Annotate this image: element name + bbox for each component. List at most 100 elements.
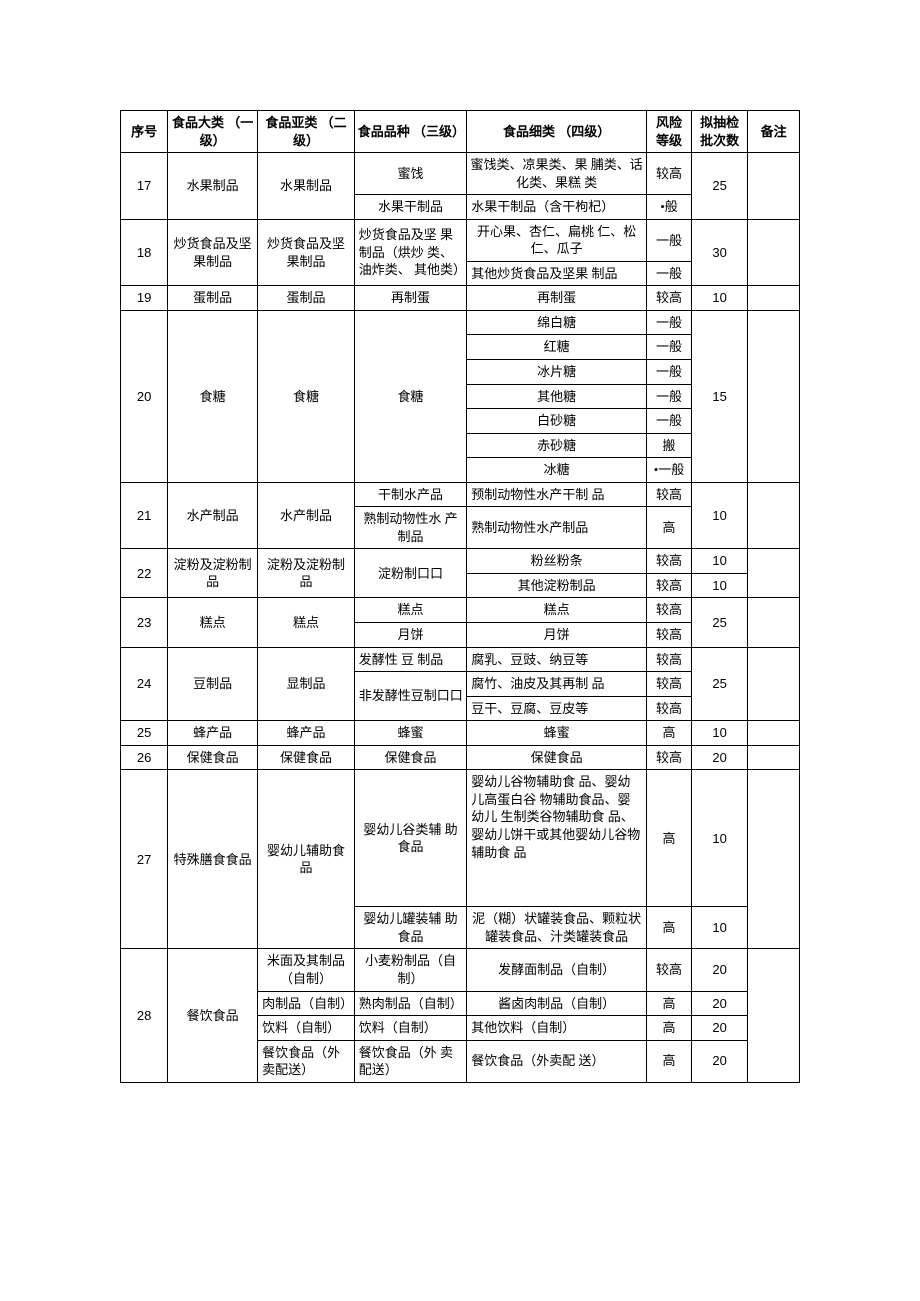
cell-cat2: 婴幼儿辅助食品 xyxy=(258,770,355,949)
cell-cat4: 赤砂糖 xyxy=(467,433,647,458)
cell-cat1: 炒货食品及坚果制品 xyxy=(168,219,258,286)
cell-batch: 20 xyxy=(692,745,748,770)
cell-cat3: 熟制动物性水 产制品 xyxy=(354,507,466,549)
table-row: 27 特殊膳食食品 婴幼儿辅助食品 婴幼儿谷类辅 助食品 婴幼儿谷物辅助食 品、… xyxy=(121,770,800,907)
cell-risk: 一般 xyxy=(647,261,692,286)
cell-index: 28 xyxy=(121,949,168,1082)
header-note: 备注 xyxy=(748,111,800,153)
cell-risk: 较高 xyxy=(647,623,692,648)
cell-cat2: 蛋制品 xyxy=(258,286,355,311)
table-row: 20 食糖 食糖 食糖 绵白糖 一般 15 xyxy=(121,310,800,335)
cell-cat4: 白砂糖 xyxy=(467,409,647,434)
cell-cat3: 饮料（自制） xyxy=(354,1016,466,1041)
cell-risk: 高 xyxy=(647,721,692,746)
cell-cat4: 酱卤肉制品（自制） xyxy=(467,991,647,1016)
cell-cat3: 再制蛋 xyxy=(354,286,466,311)
table-row: 18 炒货食品及坚果制品 炒货食品及坚果制品 炒货食品及坚 果制品（烘炒 类、 … xyxy=(121,219,800,261)
cell-cat1: 食糖 xyxy=(168,310,258,482)
cell-batch: 10 xyxy=(692,286,748,311)
cell-cat4: 保健食品 xyxy=(467,745,647,770)
cell-risk: 较高 xyxy=(647,286,692,311)
cell-cat4: 腐乳、豆豉、纳豆等 xyxy=(467,647,647,672)
cell-cat4: 蜂蜜 xyxy=(467,721,647,746)
header-index: 序号 xyxy=(121,111,168,153)
cell-cat4: 绵白糖 xyxy=(467,310,647,335)
cell-risk: 一般 xyxy=(647,335,692,360)
cell-index: 18 xyxy=(121,219,168,286)
cell-risk: 一般 xyxy=(647,360,692,385)
cell-cat3: 蜂蜜 xyxy=(354,721,466,746)
cell-index: 22 xyxy=(121,549,168,598)
cell-cat4: 粉丝粉条 xyxy=(467,549,647,574)
cell-risk: 较高 xyxy=(647,549,692,574)
cell-batch: 25 xyxy=(692,598,748,647)
cell-risk: 一般 xyxy=(647,219,692,261)
header-cat1: 食品大类 （一级） xyxy=(168,111,258,153)
cell-batch: 25 xyxy=(692,647,748,721)
cell-batch: 20 xyxy=(692,991,748,1016)
cell-cat2: 肉制品（自制） xyxy=(258,991,355,1016)
cell-cat3: 婴幼儿罐装辅 助食品 xyxy=(354,907,466,949)
cell-index: 20 xyxy=(121,310,168,482)
cell-risk: 较高 xyxy=(647,482,692,507)
cell-cat4: 再制蛋 xyxy=(467,286,647,311)
table-row: 17 水果制品 水果制品 蜜饯 蜜饯类、凉果类、果 脯类、话化类、果糕 类 较高… xyxy=(121,153,800,195)
cell-cat3: 炒货食品及坚 果制品（烘炒 类、 油炸类、 其他类） xyxy=(354,219,466,286)
cell-cat4: 开心果、杏仁、扁桃 仁、松仁、瓜子 xyxy=(467,219,647,261)
cell-risk: 高 xyxy=(647,507,692,549)
cell-batch: 20 xyxy=(692,949,748,991)
cell-batch: 20 xyxy=(692,1016,748,1041)
cell-cat3: 糕点 xyxy=(354,598,466,623)
cell-index: 23 xyxy=(121,598,168,647)
cell-cat4: 水果干制品（含干枸杞） xyxy=(467,195,647,220)
cell-cat4: 其他炒货食品及坚果 制品 xyxy=(467,261,647,286)
cell-cat4: 糕点 xyxy=(467,598,647,623)
cell-cat4: 冰片糖 xyxy=(467,360,647,385)
header-batch: 拟抽检 批次数 xyxy=(692,111,748,153)
cell-cat1: 豆制品 xyxy=(168,647,258,721)
cell-cat1: 蛋制品 xyxy=(168,286,258,311)
cell-cat2: 食糖 xyxy=(258,310,355,482)
cell-cat1: 保健食品 xyxy=(168,745,258,770)
cell-note xyxy=(748,219,800,286)
cell-risk: 较高 xyxy=(647,949,692,991)
cell-cat3: 水果干制品 xyxy=(354,195,466,220)
cell-cat3: 婴幼儿谷类辅 助食品 xyxy=(354,770,466,907)
header-risk: 风险等级 xyxy=(647,111,692,153)
cell-batch: 10 xyxy=(692,770,748,907)
cell-index: 21 xyxy=(121,482,168,549)
cell-cat4: 发酵面制品（自制） xyxy=(467,949,647,991)
cell-risk: 较高 xyxy=(647,598,692,623)
header-cat2: 食品亚类 （二级） xyxy=(258,111,355,153)
cell-risk: 高 xyxy=(647,770,692,907)
cell-cat2: 炒货食品及坚果制品 xyxy=(258,219,355,286)
table-row: 19 蛋制品 蛋制品 再制蛋 再制蛋 较高 10 xyxy=(121,286,800,311)
cell-cat2: 水果制品 xyxy=(258,153,355,220)
table-row: 23 糕点 糕点 糕点 糕点 较高 25 xyxy=(121,598,800,623)
cell-cat4: 月饼 xyxy=(467,623,647,648)
cell-cat4: 预制动物性水产干制 品 xyxy=(467,482,647,507)
cell-batch: 25 xyxy=(692,153,748,220)
cell-cat1: 糕点 xyxy=(168,598,258,647)
cell-risk: 一般 xyxy=(647,310,692,335)
cell-risk: 较高 xyxy=(647,573,692,598)
table-row: 28 餐饮食品 米面及其制品（自制） 小麦粉制品（自制） 发酵面制品（自制） 较… xyxy=(121,949,800,991)
cell-note xyxy=(748,286,800,311)
cell-index: 25 xyxy=(121,721,168,746)
cell-note xyxy=(748,482,800,549)
cell-batch: 15 xyxy=(692,310,748,482)
cell-risk: •一般 xyxy=(647,458,692,483)
cell-cat4: 其他饮料（自制） xyxy=(467,1016,647,1041)
cell-index: 24 xyxy=(121,647,168,721)
cell-risk: 较高 xyxy=(647,745,692,770)
table-row: 25 蜂产品 蜂产品 蜂蜜 蜂蜜 高 10 xyxy=(121,721,800,746)
cell-cat3: 保健食品 xyxy=(354,745,466,770)
cell-risk: 较高 xyxy=(647,696,692,721)
cell-risk: 一般 xyxy=(647,384,692,409)
cell-cat3: 小麦粉制品（自制） xyxy=(354,949,466,991)
cell-risk: 较高 xyxy=(647,153,692,195)
cell-batch: 10 xyxy=(692,721,748,746)
cell-index: 26 xyxy=(121,745,168,770)
cell-batch: 10 xyxy=(692,907,748,949)
cell-batch: 30 xyxy=(692,219,748,286)
